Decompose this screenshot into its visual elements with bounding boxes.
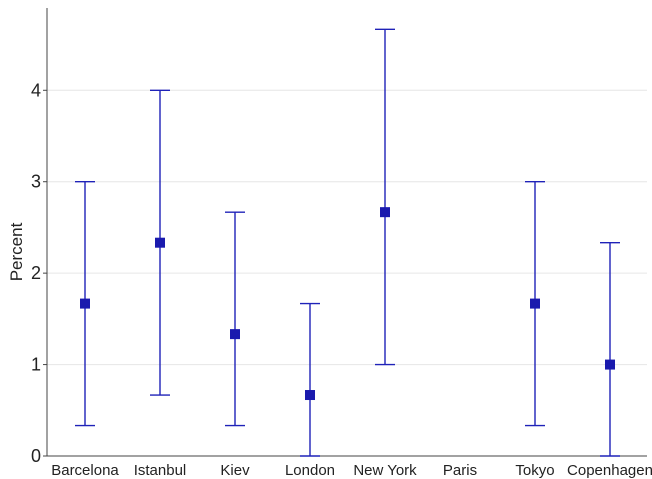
data-point-marker <box>230 329 240 340</box>
x-tick-label-3: London <box>285 462 335 479</box>
data-point-marker <box>305 390 315 401</box>
data-point-marker <box>80 298 90 309</box>
y-tick-label-4: 4 <box>31 80 41 100</box>
x-tick-label-0: Barcelona <box>51 462 119 479</box>
data-point-marker <box>380 207 390 218</box>
series-error-bars <box>75 28 620 457</box>
error-bar-group-kiev <box>225 211 245 427</box>
error-bar-group-barcelona <box>75 181 95 427</box>
x-tick-label-4: New York <box>353 462 417 479</box>
error-bar-group-london <box>300 302 320 457</box>
error-bar-group-copenhagen <box>600 241 620 457</box>
y-tick-label-3: 3 <box>31 172 41 192</box>
error-bar-group-new-york <box>375 28 395 366</box>
data-point-marker <box>155 237 165 248</box>
x-tick-label-1: Istanbul <box>134 462 187 479</box>
y-tick-labels: 0 1 2 3 4 <box>31 80 47 466</box>
y-tick-label-0: 0 <box>31 446 41 466</box>
data-point-marker <box>530 298 540 309</box>
x-tick-label-2: Kiev <box>220 462 250 479</box>
y-axis-title: Percent <box>7 222 26 281</box>
axes <box>46 8 647 457</box>
x-tick-label-6: Tokyo <box>515 462 554 479</box>
error-bar-group-tokyo <box>525 181 545 427</box>
y-tick-label-2: 2 <box>31 263 41 283</box>
x-tick-label-7: Copenhagen <box>567 462 652 479</box>
data-point-marker <box>605 359 615 370</box>
y-tick-label-1: 1 <box>31 355 41 375</box>
error-bar-group-istanbul <box>150 89 170 396</box>
x-tick-labels: Barcelona Istanbul Kiev London New York Paris… <box>51 462 652 479</box>
grid-lines <box>47 89 647 366</box>
x-tick-label-5: Paris <box>443 462 477 479</box>
